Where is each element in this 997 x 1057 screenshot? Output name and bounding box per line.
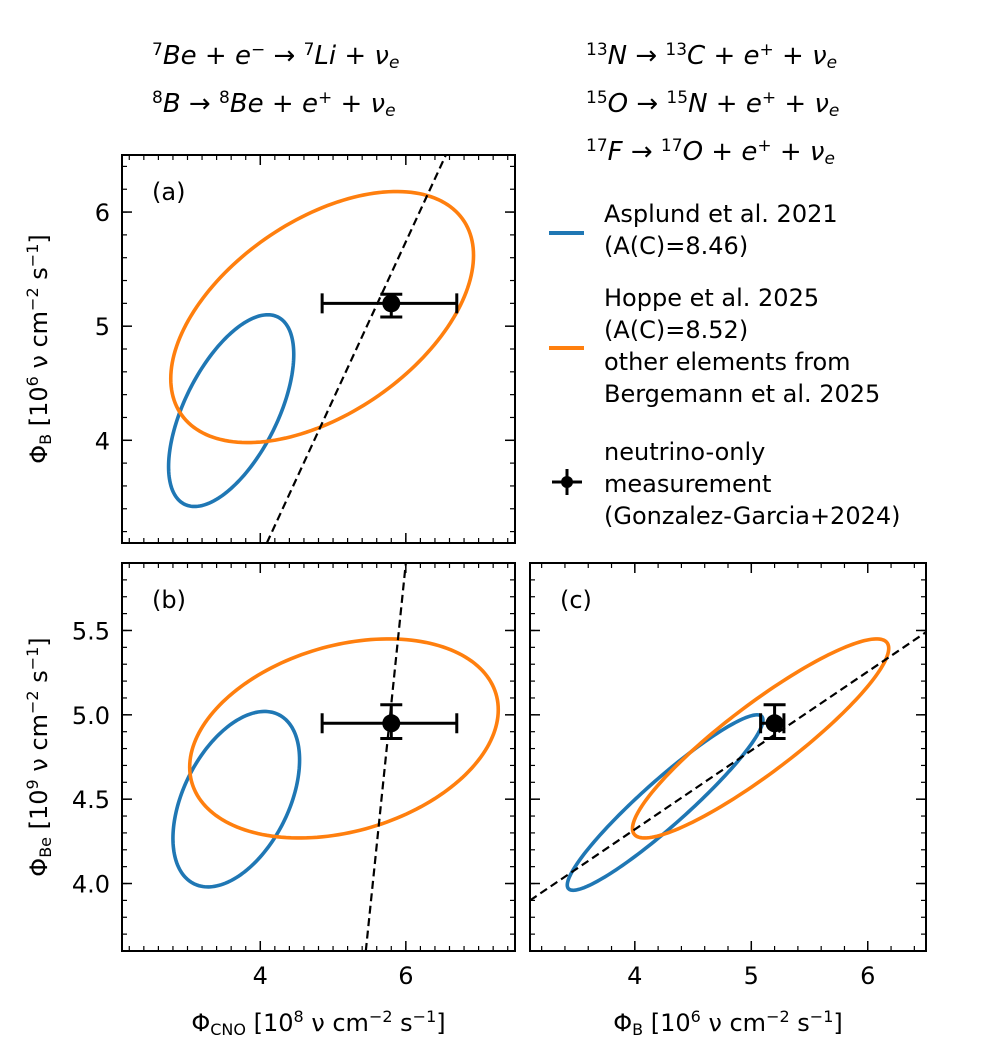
- reaction-right-2: 17F → 17O + e+ + νe: [586, 136, 835, 170]
- measurement-point: [765, 714, 784, 733]
- y-tick-label: 4.0: [72, 871, 110, 899]
- reaction-left-1: 8B → 8Be + e+ + νe: [152, 88, 396, 122]
- y-axis-label: ΦBe [109 ν cm−2 s−1]: [23, 637, 55, 876]
- measurement: [320, 703, 459, 740]
- x-axis-label: ΦB [106 ν cm−2 s−1]: [613, 1007, 843, 1039]
- measurement: [759, 703, 786, 740]
- legend-text: (Gonzalez-Garcia+2024): [604, 502, 901, 530]
- x-tick-label: 4: [253, 962, 268, 990]
- measurement: [320, 292, 459, 319]
- y-tick-label: 5: [95, 313, 110, 341]
- x-axis-label: ΦCNO [108 ν cm−2 s−1]: [191, 1007, 445, 1039]
- y-tick-label: 6: [95, 199, 110, 227]
- x-tick-label: 6: [860, 962, 875, 990]
- legend-text: Asplund et al. 2021: [604, 200, 838, 228]
- legend-text: other elements from: [604, 348, 851, 376]
- plot-area: [166, 155, 476, 543]
- panel-a: 4 5 6 (a) ΦB [106 ν cm−2 s−1]: [23, 154, 516, 544]
- ticks: 4 6 4.0 4.5 5.0 5.5: [72, 562, 515, 990]
- axes-frame: [529, 562, 927, 952]
- measurement-point: [382, 714, 401, 733]
- ticks: 4 5 6: [530, 562, 926, 990]
- legend-entry-1: Hoppe et al. 2025 (A(C)=8.52) other elemen…: [549, 284, 880, 408]
- asplund-ellipse: [171, 709, 302, 889]
- reaction-equations: 7Be + e− → 7Li + νe 8B → 8Be + e+ + νe 13N…: [152, 40, 839, 170]
- plot-area: [530, 631, 926, 902]
- panel-label: (b): [152, 586, 186, 614]
- y-axis-label: ΦB [106 ν cm−2 s−1]: [23, 234, 55, 464]
- panel-c: 4 5 6 (c) ΦB [106 ν cm−2 s−1]: [529, 562, 927, 1039]
- y-tick-label: 4.5: [72, 786, 110, 814]
- hoppe-ellipse: [168, 189, 476, 445]
- ticks: 4 5 6: [95, 155, 515, 543]
- x-tick-label: 5: [744, 962, 759, 990]
- panel-label: (c): [560, 586, 592, 614]
- dashed-line: [530, 631, 926, 902]
- panel-b: 4 6 4.0 4.5 5.0 5.5 (b) ΦBe [109 ν cm−2 s−1] ΦCN…: [23, 562, 516, 1039]
- asplund-ellipse: [565, 713, 765, 893]
- x-tick-label: 6: [398, 962, 413, 990]
- plot-area: [171, 563, 501, 951]
- y-tick-label: 5.5: [72, 617, 110, 645]
- legend-text: measurement: [604, 470, 771, 498]
- y-tick-label: 5.0: [72, 702, 110, 730]
- axes-frame: [121, 154, 516, 544]
- legend-text: (A(C)=8.52): [604, 316, 748, 344]
- hoppe-ellipse: [630, 637, 891, 840]
- panel-label: (a): [152, 178, 185, 206]
- legend-swatch-dot: [561, 476, 573, 488]
- reaction-right-1: 15O → 15N + e+ + νe: [586, 88, 839, 122]
- axes-frame: [121, 562, 516, 952]
- legend-text: (A(C)=8.46): [604, 232, 748, 260]
- dashed-line: [364, 563, 407, 951]
- dashed-line: [265, 155, 447, 543]
- legend-entry-2: neutrino-only measurement (Gonzalez-Garcia…: [552, 438, 901, 530]
- y-tick-label: 4: [95, 427, 110, 455]
- x-tick-label: 4: [627, 962, 642, 990]
- legend-text: neutrino-only: [604, 438, 765, 466]
- reaction-right-0: 13N → 13C + e+ + νe: [586, 40, 837, 74]
- legend: Asplund et al. 2021 (A(C)=8.46) Hoppe et a…: [549, 200, 901, 530]
- hoppe-ellipse: [187, 637, 501, 840]
- legend-text: Bergemann et al. 2025: [604, 380, 880, 408]
- measurement-point: [382, 294, 401, 313]
- legend-entry-0: Asplund et al. 2021 (A(C)=8.46): [549, 200, 838, 260]
- asplund-ellipse: [166, 312, 296, 509]
- reaction-left-0: 7Be + e− → 7Li + νe: [152, 40, 399, 74]
- legend-text: Hoppe et al. 2025: [604, 284, 819, 312]
